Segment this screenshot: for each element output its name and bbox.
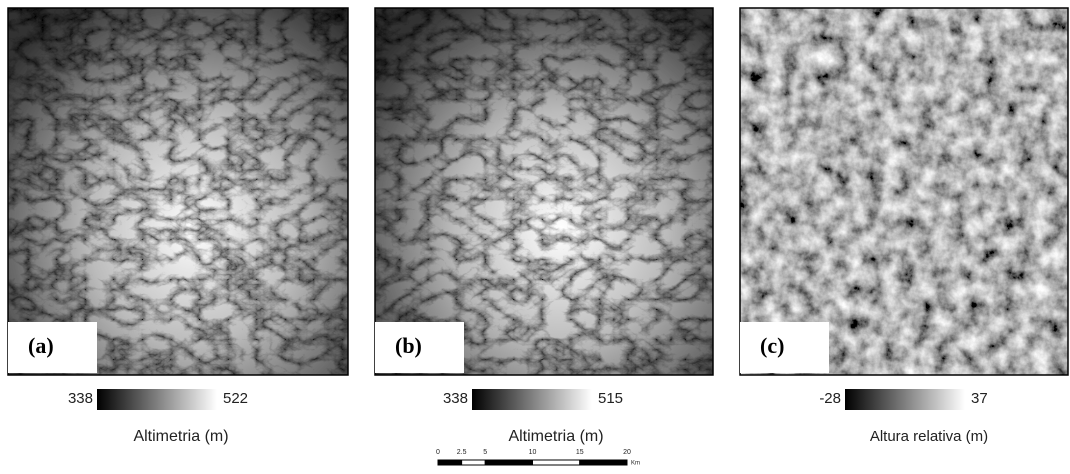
scale-tick-label: 20 [623,449,631,456]
legend-min: 338 [443,390,468,407]
scale-tick-label: 15 [576,449,584,456]
legend-title: Altura relativa (m) [870,428,988,445]
panel-label: (b) [395,333,422,358]
legend-min: -28 [819,390,841,407]
legend-max: 522 [223,390,248,407]
scale-tick-label: 5 [483,449,487,456]
scale-segment [438,460,462,465]
label-box [740,322,829,373]
legend-max: 37 [971,390,988,407]
scale-segment [580,460,627,465]
scale-segment [533,460,580,465]
legend-ramp [472,389,592,410]
legend-ramp [97,389,217,410]
legend-title: Altimetria (m) [133,428,228,445]
legend-title: Altimetria (m) [508,428,603,445]
map-image [375,8,713,375]
legend-ramp [845,389,965,410]
scale-unit: Km [631,461,640,467]
scale-tick-label: 10 [529,449,537,456]
scale-segment [462,460,486,465]
scale-tick-label: 0 [436,449,440,456]
panel-label: (c) [760,333,784,358]
legend-min: 338 [68,390,93,407]
scale-tick-label: 2.5 [457,449,467,456]
legend-max: 515 [598,390,623,407]
scale-segment [485,460,532,465]
map-image [8,8,348,375]
panel-label: (a) [28,333,54,358]
figure: (a)338522Altimetria (m)(b)338515Altimetr… [0,0,1070,469]
map-image [740,8,1068,375]
